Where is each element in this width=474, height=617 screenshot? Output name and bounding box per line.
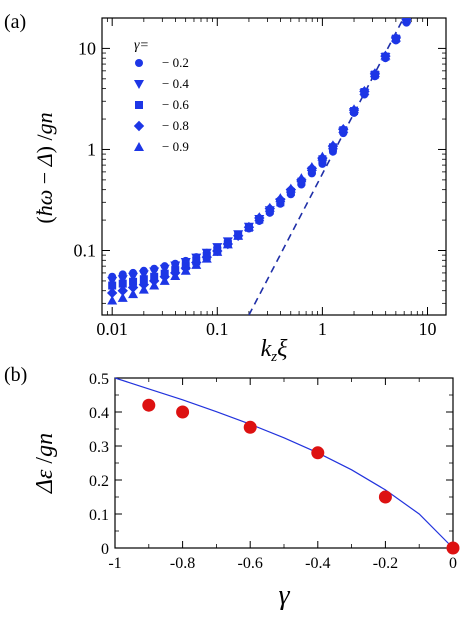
data-point-series-2 [108, 281, 117, 290]
legend-marker [133, 120, 145, 132]
data-point-series-4 [390, 32, 401, 42]
data-point-series-1 [149, 267, 160, 277]
data-point-series-4 [117, 292, 128, 302]
panel-a-label: (a) [4, 11, 26, 33]
panel-b-frame [114, 377, 454, 549]
panel-a: (a) 0.01 0.1 1 10 0.1 1 10 γ= − 0.2 − 0.4 − 0.6 −… [4, 11, 447, 365]
x-tick-label: 0.1 [206, 319, 229, 339]
x-tick-label: -0.2 [373, 555, 398, 572]
data-point-series-4 [264, 202, 275, 212]
data-point-series-4 [285, 183, 296, 193]
legend-marker [134, 142, 144, 151]
data-point-series-4 [212, 246, 223, 256]
y-tick-label: 0.3 [89, 439, 109, 456]
data-point-series-4 [369, 68, 380, 78]
data-point-series-4 [233, 230, 244, 240]
data-point-series-4 [296, 173, 307, 183]
panel-b-curve-group [114, 377, 454, 549]
x-tick-label: -1 [108, 555, 121, 572]
data-point-series-4 [317, 151, 328, 161]
panel-a-y-axis-label: (ħω − Δ) /gn [32, 112, 57, 223]
legend-marker [135, 59, 143, 67]
data-point-series-3 [117, 285, 128, 296]
x-tick-label: 10 [418, 319, 436, 339]
x-tick-label: 1 [318, 319, 327, 339]
data-point-series-4 [180, 265, 191, 275]
panel-a-markers [106, 18, 412, 305]
data-point-series-1 [107, 276, 118, 286]
panel-a-ticks: 0.01 0.1 1 10 0.1 1 10 [74, 17, 446, 339]
data-point-series-2 [139, 275, 148, 284]
data-point-series-2 [118, 279, 127, 288]
y-tick-label: 0.5 [89, 371, 109, 388]
data-point [243, 420, 257, 434]
legend-marker [134, 80, 144, 89]
legend-marker [135, 101, 143, 109]
y-tick-label: 0 [101, 541, 109, 558]
data-point-series-4 [327, 140, 338, 150]
x-tick-label: 0.01 [96, 319, 128, 339]
y-tick-label: 1 [87, 139, 96, 159]
legend-label: − 0.2 [162, 55, 189, 70]
panel-a-x-axis-label: kzξ [261, 336, 289, 365]
data-point-series-4 [222, 239, 233, 249]
x-tick-label: -0.8 [170, 555, 195, 572]
data-point-series-4 [380, 50, 391, 60]
y-tick-label: 0.2 [89, 473, 109, 490]
data-point-series-4 [201, 253, 212, 263]
data-point [176, 405, 190, 419]
legend-label: − 0.6 [162, 97, 189, 112]
panel-a-frame [101, 17, 447, 316]
data-point-series-4 [338, 123, 349, 133]
data-point [446, 541, 460, 555]
data-point [142, 398, 156, 412]
y-tick-label: 0.4 [89, 405, 109, 422]
legend-title: γ= [134, 38, 149, 53]
y-tick-label: 10 [78, 38, 96, 58]
data-point-series-4 [401, 18, 412, 24]
data-point-series-4 [359, 85, 370, 95]
panel-b: (b) -1 -0.8 -0.6 -0.4 -0.2 000.10.20.30.40.5 … [4, 364, 460, 611]
data-point-series-4 [107, 295, 118, 305]
x-tick-label: 0 [449, 555, 457, 572]
panel-b-label: (b) [4, 364, 27, 386]
data-point-series-4 [306, 162, 317, 172]
y-tick-label: 0.1 [89, 507, 109, 524]
data-point-series-1 [128, 272, 139, 282]
data-point-series-2 [129, 277, 138, 286]
data-point-series-3 [127, 282, 139, 293]
y-tick-label: 0.1 [74, 241, 97, 261]
reference-dashed-line [248, 18, 405, 315]
theory-curve [114, 377, 454, 549]
data-point-series-4 [191, 259, 202, 269]
data-point-series-4 [149, 280, 160, 290]
panel-b-y-axis-label: Δε /gn [32, 433, 58, 494]
data-point-series-4 [275, 193, 286, 203]
data-point-series-4 [349, 104, 360, 114]
data-point-series-4 [243, 221, 254, 231]
panel-a-reference-line-group [248, 18, 405, 315]
data-point-series-4 [170, 270, 181, 280]
data-point-series-3 [106, 287, 118, 299]
data-point [378, 490, 392, 504]
legend-label: − 0.8 [162, 118, 189, 133]
data-point-series-1 [138, 270, 149, 280]
panel-b-ticks: -1 -0.8 -0.6 -0.4 -0.2 0 0 0.1 0.2 0.3 0.4 0.5 [89, 371, 457, 572]
panel-b-x-axis-label: γ [278, 580, 290, 611]
data-point-series-1 [170, 261, 181, 271]
legend-label: − 0.4 [162, 76, 189, 91]
data-point-series-4 [254, 212, 265, 222]
data-point-series-4 [128, 289, 139, 299]
x-tick-label: -0.4 [305, 555, 330, 572]
data-point-series-4 [138, 284, 149, 294]
x-tick-label: -0.6 [238, 555, 263, 572]
panel-b-points [142, 398, 460, 555]
data-point-series-1 [159, 264, 170, 274]
data-point [311, 446, 325, 460]
data-point-series-3 [138, 279, 150, 290]
legend-label: − 0.9 [162, 139, 189, 154]
data-point-series-4 [159, 275, 170, 285]
panel-a-legend: γ= − 0.2 − 0.4 − 0.6 − 0.8 − 0.9 [133, 38, 189, 154]
